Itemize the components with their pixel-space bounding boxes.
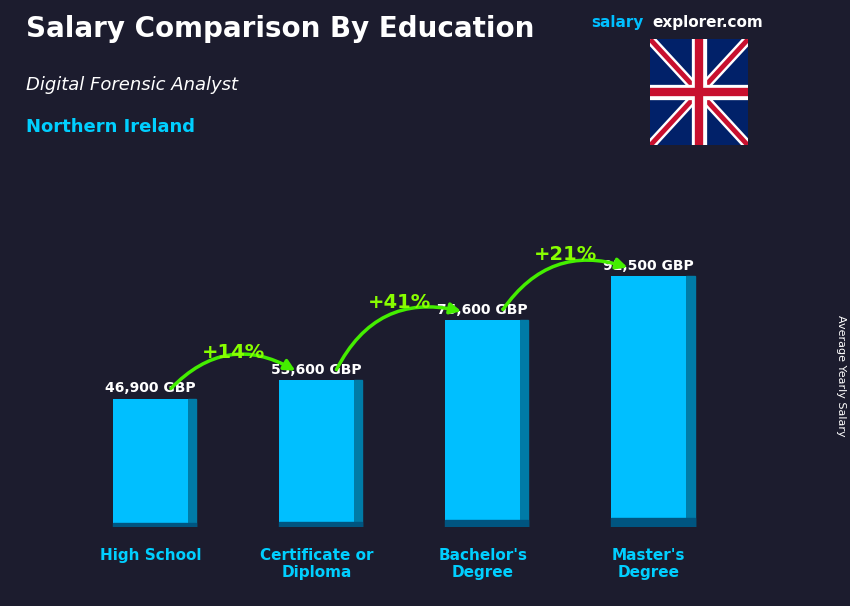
Text: +21%: +21% (534, 245, 598, 264)
Bar (686, 276, 694, 527)
Bar (611, 519, 694, 527)
Text: Digital Forensic Analyst: Digital Forensic Analyst (26, 76, 237, 94)
Text: Average Yearly Salary: Average Yearly Salary (836, 315, 846, 436)
Bar (279, 381, 354, 527)
Bar (279, 522, 362, 527)
FancyArrowPatch shape (337, 304, 457, 370)
Bar (520, 320, 529, 527)
FancyArrowPatch shape (171, 354, 292, 388)
Bar (445, 320, 520, 527)
Text: 91,500 GBP: 91,500 GBP (604, 259, 694, 273)
Text: +41%: +41% (368, 293, 431, 312)
Text: High School: High School (99, 548, 201, 563)
Bar (113, 523, 196, 527)
FancyArrowPatch shape (503, 259, 624, 310)
Bar (445, 520, 529, 527)
Text: Bachelor's
Degree: Bachelor's Degree (439, 548, 527, 580)
Text: 75,600 GBP: 75,600 GBP (438, 303, 528, 317)
Text: 53,600 GBP: 53,600 GBP (271, 363, 362, 377)
Text: Master's
Degree: Master's Degree (612, 548, 686, 580)
Text: Certificate or
Diploma: Certificate or Diploma (260, 548, 373, 580)
Text: salary: salary (591, 15, 643, 30)
Bar (611, 276, 686, 527)
Text: +14%: +14% (201, 342, 265, 362)
Bar (188, 399, 196, 527)
Bar (354, 381, 362, 527)
Bar (113, 399, 188, 527)
Text: Northern Ireland: Northern Ireland (26, 118, 195, 136)
Text: 46,900 GBP: 46,900 GBP (105, 381, 196, 396)
Text: explorer.com: explorer.com (653, 15, 763, 30)
Text: Salary Comparison By Education: Salary Comparison By Education (26, 15, 534, 43)
